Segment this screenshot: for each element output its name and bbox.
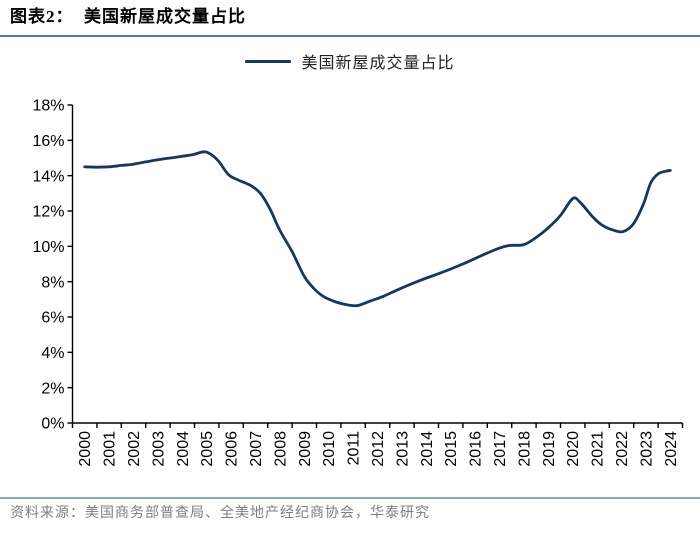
y-tick-label: 12% xyxy=(32,204,64,221)
x-tick-label: 2020 xyxy=(565,431,582,467)
chart-legend: 美国新屋成交量占比 xyxy=(0,51,700,72)
page-title: 图表2： 美国新屋成交量占比 xyxy=(10,7,246,26)
y-tick-label: 4% xyxy=(41,345,64,362)
x-tick-label: 2008 xyxy=(272,431,289,467)
x-tick-label: 2021 xyxy=(590,431,607,467)
x-tick-label: 2007 xyxy=(248,431,265,467)
y-tick-label: 8% xyxy=(41,274,64,291)
x-tick-label: 2000 xyxy=(77,431,94,467)
y-tick-label: 6% xyxy=(41,310,64,327)
x-tick-label: 2023 xyxy=(638,431,655,467)
x-tick-label: 2009 xyxy=(297,431,314,467)
x-tick-label: 2010 xyxy=(321,431,338,467)
legend-line-swatch xyxy=(245,59,292,63)
x-tick-label: 2005 xyxy=(199,431,216,467)
y-tick-label: 2% xyxy=(41,380,64,397)
x-tick-label: 2006 xyxy=(224,431,241,467)
x-tick-label: 2019 xyxy=(541,431,558,467)
y-tick-label: 14% xyxy=(32,168,64,185)
legend-label: 美国新屋成交量占比 xyxy=(301,55,455,72)
x-tick-label: 2012 xyxy=(370,431,387,467)
source-note: 资料来源：美国商务部普查局、全美地产经纪商协会，华泰研究 xyxy=(10,506,430,521)
footer-divider xyxy=(0,497,700,499)
x-tick-label: 2002 xyxy=(126,431,143,467)
y-tick-label: 16% xyxy=(32,133,64,150)
x-tick-label: 2003 xyxy=(150,431,167,467)
x-tick-label: 2015 xyxy=(443,431,460,467)
x-tick-label: 2011 xyxy=(346,431,363,466)
y-tick-label: 18% xyxy=(32,98,64,115)
x-tick-label: 2018 xyxy=(516,431,533,467)
title-divider xyxy=(0,35,700,37)
x-tick-label: 2022 xyxy=(614,431,631,467)
x-tick-label: 2014 xyxy=(419,431,436,467)
x-tick-label: 2016 xyxy=(468,431,485,467)
series-line xyxy=(83,150,672,308)
x-tick-label: 2004 xyxy=(175,431,192,467)
x-tick-label: 2024 xyxy=(663,431,680,467)
x-tick-label: 2013 xyxy=(394,431,411,467)
y-tick-label: 10% xyxy=(32,239,64,256)
x-tick-label: 2001 xyxy=(102,431,119,467)
y-tick-label: 0% xyxy=(41,416,64,433)
x-tick-label: 2017 xyxy=(492,431,509,467)
